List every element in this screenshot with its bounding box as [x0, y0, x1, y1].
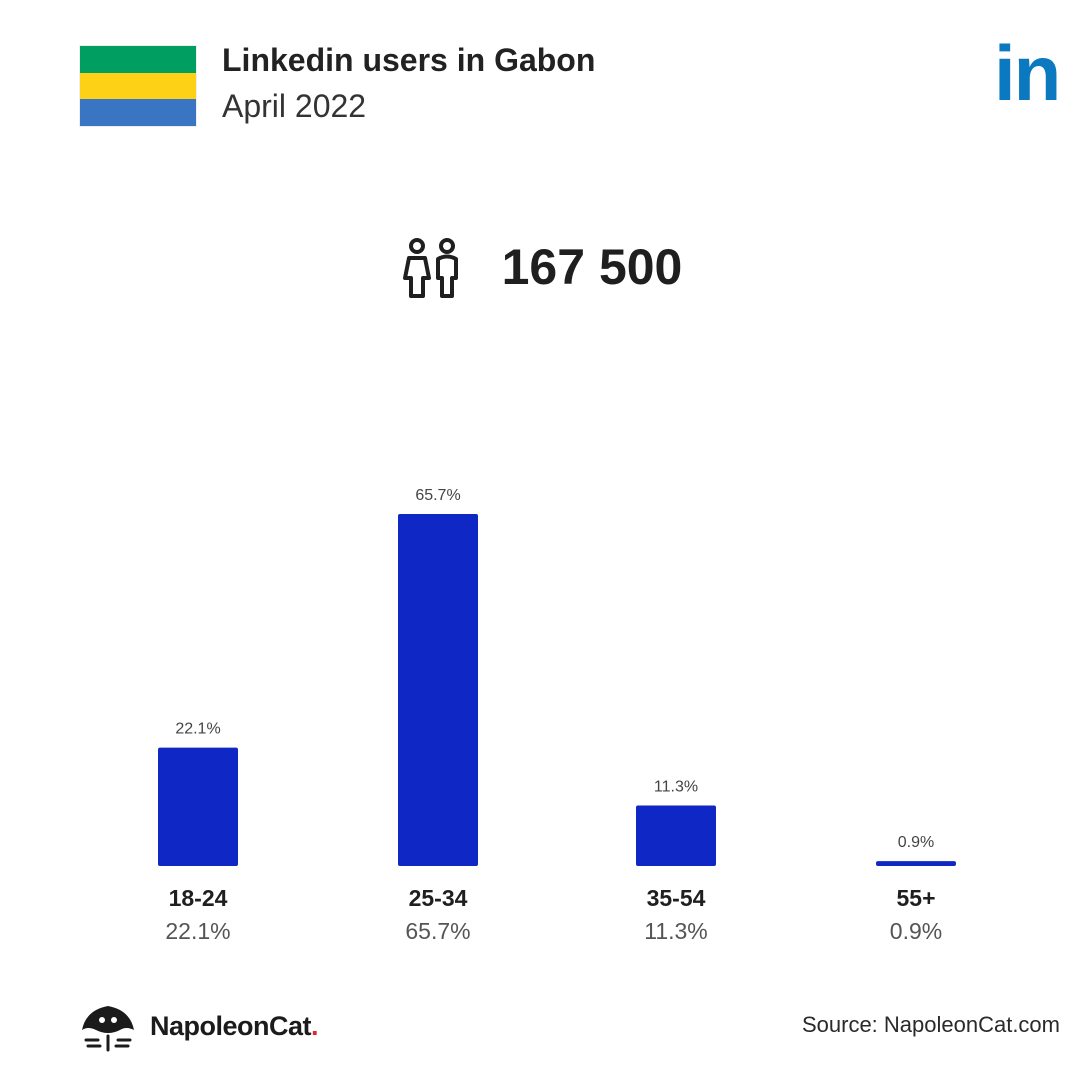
age-bar-chart: 22.1% 18-24 22.1% 65.7% 25-34 65.7% 11.3% 35-54…	[158, 487, 956, 944]
category-percent-label: 22.1%	[165, 918, 230, 944]
users-icon	[402, 238, 458, 298]
category-percent-label: 65.7%	[405, 918, 470, 944]
linkedin-logo: in	[994, 29, 1061, 117]
total-users-value: 167 500	[501, 239, 683, 295]
page-title: Linkedin users in Gabon	[222, 42, 596, 78]
flag-stripe-yellow	[80, 72, 196, 100]
bar-55+	[876, 861, 956, 866]
napoleoncat-logo: NapoleonCat.	[78, 1000, 319, 1052]
bar-value-label: 0.9%	[898, 834, 934, 851]
bar-35-54	[636, 805, 716, 866]
brand-name: NapoleonCat.	[150, 1010, 319, 1042]
bar-value-label: 22.1%	[175, 721, 220, 738]
bar-value-label: 65.7%	[415, 487, 460, 504]
category-label: 25-34	[409, 885, 468, 911]
brand-name-text: NapoleonCat	[150, 1010, 312, 1041]
brand-dot: .	[311, 1010, 319, 1041]
source-text: Source: NapoleonCat.com	[801, 1012, 1060, 1037]
category-label: 55+	[896, 885, 935, 911]
bar-25-34	[398, 514, 478, 866]
category-percent-label: 11.3%	[644, 918, 708, 944]
page-subtitle: April 2022	[222, 88, 367, 124]
category-label: 35-54	[647, 885, 706, 911]
category-percent-label: 0.9%	[890, 918, 942, 944]
bar-18-24	[158, 747, 238, 866]
bar-value-label: 11.3%	[654, 778, 698, 795]
gabon-flag	[80, 46, 196, 127]
cat-logo-icon	[82, 1006, 134, 1052]
flag-stripe-blue	[80, 99, 196, 127]
total-users: 167 500	[0, 232, 1080, 302]
category-label: 18-24	[169, 885, 228, 911]
flag-stripe-green	[80, 46, 196, 73]
